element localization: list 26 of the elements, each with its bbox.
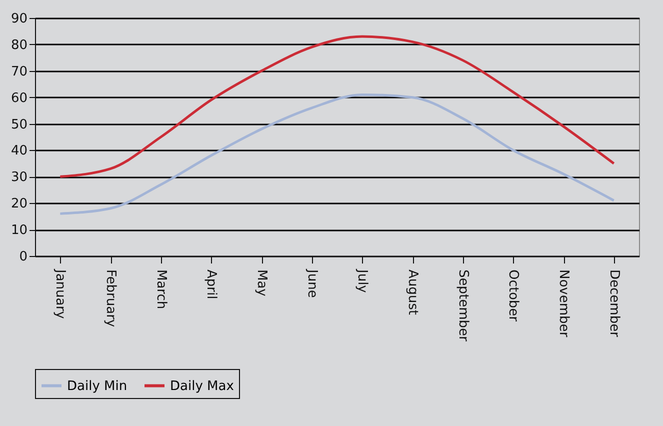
x-tick-label: October xyxy=(506,270,521,322)
y-tick-label: 30 xyxy=(10,170,28,186)
line-series xyxy=(58,35,616,178)
x-tick-label: September xyxy=(455,270,470,342)
x-tick-label: November xyxy=(556,270,571,338)
x-tick-label: August xyxy=(405,270,420,315)
y-tick-label: 50 xyxy=(10,117,28,132)
x-tick-label: March xyxy=(153,270,168,310)
legend-label: Daily Max xyxy=(170,378,234,394)
x-tick-label: April xyxy=(204,270,219,300)
y-tick-label: 0 xyxy=(19,250,28,264)
y-tick-label: 90 xyxy=(10,12,28,26)
line-series xyxy=(58,93,616,215)
x-tick-label: January xyxy=(52,268,68,320)
y-tick-label: 70 xyxy=(10,64,28,80)
x-tick-label: June xyxy=(304,268,320,298)
legend-label: Daily Min xyxy=(67,378,128,394)
x-tick-label: February xyxy=(103,270,118,328)
y-tick-label: 10 xyxy=(10,223,28,238)
y-tick-label: 80 xyxy=(10,38,28,53)
x-tick-label: December xyxy=(606,270,622,338)
y-tick-label: 20 xyxy=(10,196,28,212)
x-tick-label: July xyxy=(354,268,370,294)
x-tick-label: May xyxy=(254,270,269,297)
y-tick-label: 60 xyxy=(10,90,28,106)
y-tick-label: 40 xyxy=(10,144,28,159)
